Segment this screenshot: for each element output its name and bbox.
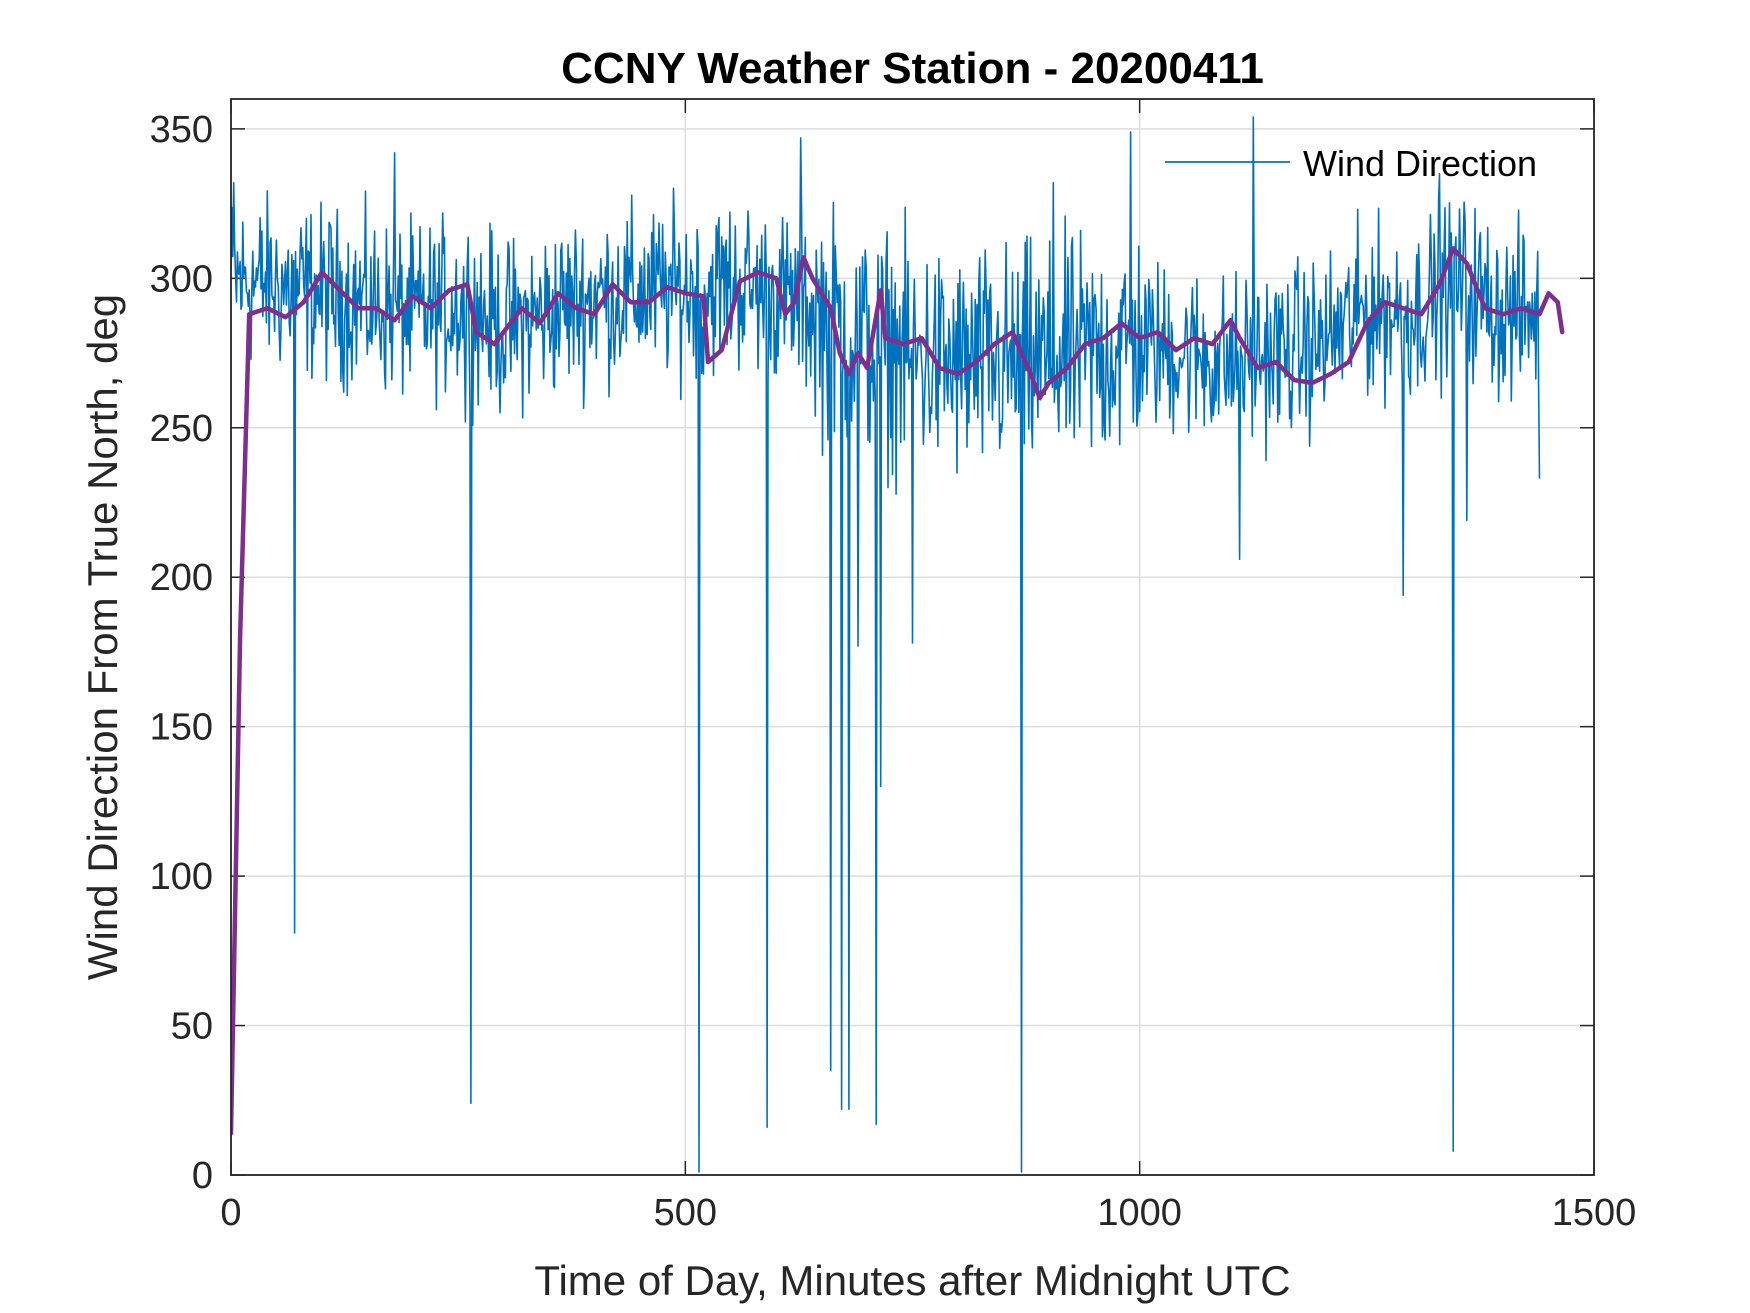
y-tick-label: 0 [192, 1155, 213, 1197]
x-axis-ticks: 0 500 1000 1500 [220, 99, 1636, 1234]
y-tick-label: 350 [150, 109, 213, 151]
chart-title: CCNY Weather Station - 20200411 [561, 44, 1264, 93]
x-tick-label: 1000 [1097, 1192, 1182, 1234]
x-tick-label: 500 [654, 1192, 717, 1234]
legend-label-wind-direction: Wind Direction [1303, 143, 1537, 184]
wind-direction-series-line [231, 116, 1541, 1173]
y-tick-label: 150 [150, 707, 213, 749]
y-tick-label: 300 [150, 258, 213, 300]
y-tick-label: 200 [150, 557, 213, 599]
y-axis-ticks: 0 50 100 150 200 250 300 350 [150, 109, 1594, 1197]
x-axis-label: Time of Day, Minutes after Midnight UTC [534, 1257, 1290, 1304]
y-tick-label: 100 [150, 856, 213, 898]
y-tick-label: 250 [150, 408, 213, 450]
x-tick-label: 0 [220, 1192, 241, 1234]
y-tick-label: 50 [171, 1006, 213, 1048]
y-axis-label: Wind Direction From True North, deg [79, 294, 126, 980]
x-tick-label: 1500 [1552, 1192, 1637, 1234]
moving-average-series-line [231, 246, 1565, 1136]
plot-frame [230, 98, 1595, 1176]
